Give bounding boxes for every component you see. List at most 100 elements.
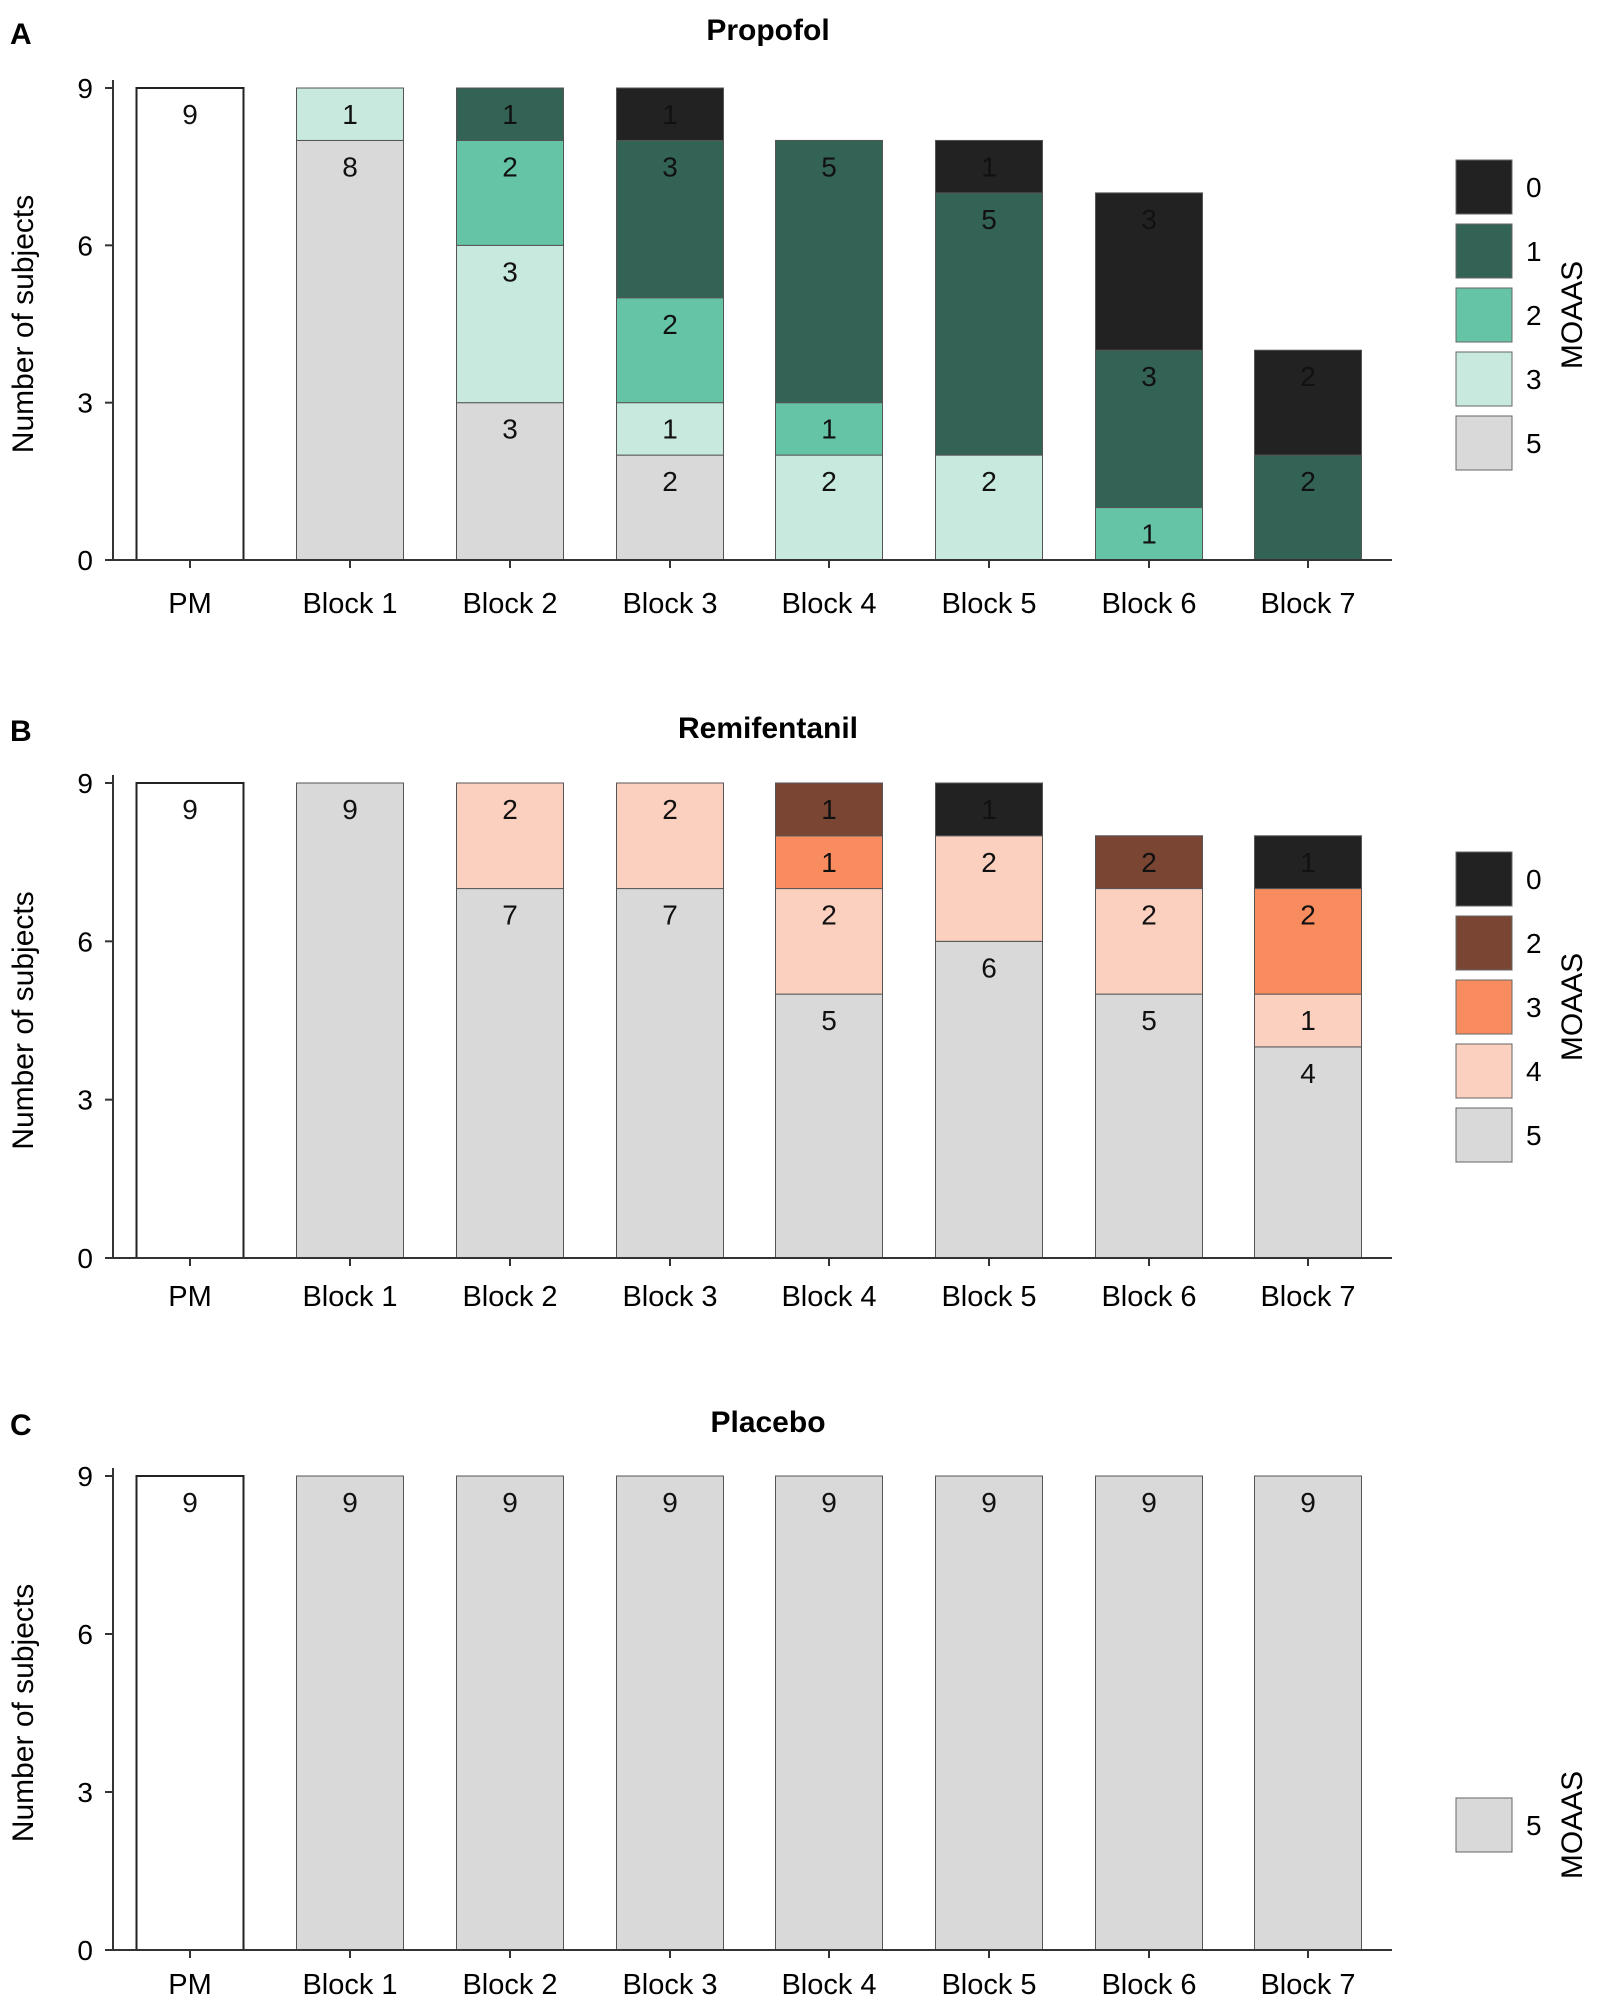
bar-segment-label: 9 bbox=[342, 1487, 358, 1518]
legend-label: 3 bbox=[1526, 364, 1542, 395]
bar-segment-block-6-moaas-1 bbox=[1095, 349, 1203, 509]
legend-label: 0 bbox=[1526, 172, 1542, 203]
bar-segment-label: 1 bbox=[1300, 847, 1316, 878]
x-category-label: PM bbox=[168, 1969, 212, 2001]
legend-swatch-moaas-5 bbox=[1455, 1797, 1513, 1853]
bar-segment-pm-moaas-pm bbox=[135, 87, 245, 561]
legend-swatch-moaas-3 bbox=[1455, 351, 1513, 407]
bar-segment-label: 9 bbox=[821, 1487, 837, 1518]
x-category-label: Block 6 bbox=[1101, 588, 1196, 620]
x-category-label: Block 5 bbox=[941, 1281, 1036, 1313]
bar-segment-block-7-moaas-0 bbox=[1254, 835, 1362, 890]
bar-segment-label: 7 bbox=[662, 900, 678, 931]
legend-swatch-moaas-0 bbox=[1455, 851, 1513, 907]
bar-segment-label: 6 bbox=[981, 952, 997, 983]
bar-segment-label: 9 bbox=[662, 1487, 678, 1518]
chart-title: Propofol bbox=[706, 14, 829, 47]
bar-segment-block-3-moaas-0 bbox=[616, 87, 724, 141]
bar-segment-block-4-moaas-3 bbox=[775, 835, 883, 890]
x-category-label: Block 5 bbox=[941, 588, 1036, 620]
x-category-label: Block 1 bbox=[302, 1969, 397, 2001]
bar-segment-label: 5 bbox=[1141, 1005, 1157, 1036]
bar-segment-label: 9 bbox=[502, 1487, 518, 1518]
bar-segment-pm-moaas-pm bbox=[135, 782, 245, 1259]
x-category-label: Block 3 bbox=[622, 588, 717, 620]
bar-segment-block-2-moaas-1 bbox=[456, 87, 564, 141]
y-axis-title: Number of subjects bbox=[7, 1584, 40, 1842]
bar-segment-block-4-moaas-5 bbox=[775, 1475, 883, 1951]
chart-title: Placebo bbox=[710, 1406, 825, 1439]
bar-segment-block-2-moaas-4 bbox=[456, 782, 564, 890]
bar-segment-block-5-moaas-0 bbox=[935, 139, 1043, 194]
bar-segment-label: 1 bbox=[821, 847, 837, 878]
bar-segment-block-4-moaas-5 bbox=[775, 993, 883, 1259]
legend-label: 5 bbox=[1526, 1810, 1542, 1841]
x-category-label: Block 7 bbox=[1260, 1969, 1355, 2001]
y-tick-label: 6 bbox=[77, 926, 93, 957]
bar-segment-label: 2 bbox=[821, 466, 837, 497]
legend-swatch-moaas-2 bbox=[1455, 287, 1513, 343]
bar-segment-block-2-moaas-5 bbox=[456, 402, 564, 561]
bar-segment-block-1-moaas-5 bbox=[296, 1475, 404, 1951]
panel-a: A Propofol Number of subjects 9 8 1 3 3 2 1 2 1 2 3 1 2… bbox=[7, 14, 1589, 620]
bar-segment-label: 1 bbox=[662, 99, 678, 130]
bar-segment-label: 2 bbox=[662, 466, 678, 497]
bar-segment-block-3-moaas-5 bbox=[616, 1475, 724, 1951]
panel-letter: C bbox=[10, 1409, 32, 1442]
bar-segment-block-4-moaas-3 bbox=[775, 454, 883, 561]
legend-title: MOAAS bbox=[1556, 1771, 1589, 1879]
bar-segment-label: 3 bbox=[662, 151, 678, 182]
bar-segment-label: 9 bbox=[981, 1487, 997, 1518]
bar-segment-label: 2 bbox=[981, 466, 997, 497]
bar-segment-label: 2 bbox=[1141, 847, 1157, 878]
bar-segment-block-7-moaas-3 bbox=[1254, 888, 1362, 995]
bar-segment-label: 2 bbox=[981, 847, 997, 878]
y-tick-label: 9 bbox=[77, 768, 93, 799]
x-category-label: Block 3 bbox=[622, 1281, 717, 1313]
bar-segment-label: 9 bbox=[342, 794, 358, 825]
legend-label: 1 bbox=[1526, 236, 1542, 267]
y-tick-label: 3 bbox=[77, 1777, 93, 1808]
legend-swatch-moaas-1 bbox=[1455, 223, 1513, 279]
bar-segment-block-7-moaas-1 bbox=[1254, 454, 1362, 561]
legend-swatch-moaas-2 bbox=[1455, 915, 1513, 971]
bar-segment-label: 3 bbox=[1141, 204, 1157, 235]
bar-segment-label: 9 bbox=[1141, 1487, 1157, 1518]
bar-segment-block-6-moaas-0 bbox=[1095, 192, 1203, 351]
bar-segment-block-6-moaas-5 bbox=[1095, 1475, 1203, 1951]
bar-segment-block-5-moaas-5 bbox=[935, 1475, 1043, 1951]
bar-segment-label: 1 bbox=[821, 794, 837, 825]
bar-segment-block-3-moaas-5 bbox=[616, 888, 724, 1259]
legend-swatch-moaas-0 bbox=[1455, 159, 1513, 215]
bar-segment-block-4-moaas-2 bbox=[775, 402, 883, 456]
x-category-label: PM bbox=[168, 1281, 212, 1313]
bar-segment-block-7-moaas-5 bbox=[1254, 1046, 1362, 1259]
y-tick-label: 0 bbox=[77, 545, 93, 576]
legend-swatch-moaas-3 bbox=[1455, 979, 1513, 1035]
x-category-label: Block 1 bbox=[302, 588, 397, 620]
bar-segment-block-7-moaas-5 bbox=[1254, 1475, 1362, 1951]
x-category-label: Block 6 bbox=[1101, 1281, 1196, 1313]
y-tick-label: 3 bbox=[77, 1085, 93, 1116]
legend-label: 0 bbox=[1526, 864, 1542, 895]
bar-segment-label: 4 bbox=[1300, 1058, 1316, 1089]
bar-segment-label: 2 bbox=[1300, 466, 1316, 497]
bar-segment-block-3-moaas-3 bbox=[616, 402, 724, 456]
y-tick-label: 9 bbox=[77, 1461, 93, 1492]
bar-segment-block-3-moaas-5 bbox=[616, 454, 724, 561]
bar-segment-label: 7 bbox=[502, 900, 518, 931]
panel-letter: B bbox=[10, 715, 32, 748]
chart-title: Remifentanil bbox=[678, 712, 858, 745]
bar-segment-label: 9 bbox=[182, 794, 198, 825]
bar-segment-block-4-moaas-4 bbox=[775, 888, 883, 995]
bar-segment-label: 1 bbox=[981, 151, 997, 182]
bar-segment-block-3-moaas-4 bbox=[616, 782, 724, 890]
bar-segment-block-4-moaas-1 bbox=[775, 139, 883, 404]
bar-segment-label: 1 bbox=[1141, 519, 1157, 550]
bar-segment-label: 2 bbox=[1300, 900, 1316, 931]
panel-b: B Remifentanil Number of subjects 9 9 7 2 7 2 5 2 1… bbox=[7, 712, 1589, 1313]
bar-segment-label: 3 bbox=[1141, 361, 1157, 392]
bar-segment-label: 8 bbox=[342, 151, 358, 182]
x-category-label: Block 7 bbox=[1260, 588, 1355, 620]
y-tick-label: 3 bbox=[77, 388, 93, 419]
